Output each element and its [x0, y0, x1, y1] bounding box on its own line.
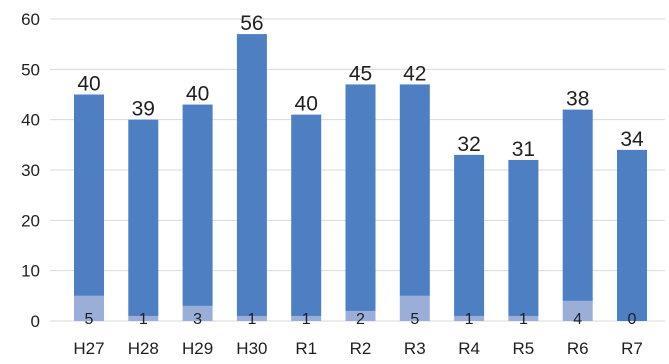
x-tick-label: R3 — [404, 339, 426, 358]
x-tick-label: H29 — [182, 339, 213, 358]
data-label-base: 4 — [573, 311, 582, 328]
data-label-base: 1 — [465, 311, 474, 328]
data-label-base: 5 — [85, 311, 94, 328]
bar-segment-base — [128, 315, 159, 321]
bar-segment-base — [399, 295, 430, 321]
data-label-main: 45 — [349, 62, 372, 85]
data-label-base: 0 — [628, 311, 637, 328]
data-label-main: 42 — [403, 62, 426, 85]
bar-segment-main — [74, 94, 104, 296]
bar-segment-main — [508, 159, 539, 316]
data-label-base: 5 — [410, 311, 419, 328]
data-label-base: 1 — [302, 311, 311, 328]
data-label-main: 40 — [295, 93, 318, 116]
x-tick-label: R2 — [350, 339, 372, 358]
y-tick-label: 10 — [21, 262, 40, 281]
bar-segment-main — [562, 109, 593, 301]
data-label-base: 3 — [193, 311, 202, 328]
x-tick-label: H27 — [73, 339, 104, 358]
bar-segment-base — [291, 315, 322, 321]
bar-segment-main — [399, 84, 430, 296]
bar-segment-base — [454, 315, 485, 321]
bar-segment-main — [182, 104, 213, 306]
bar-segment-base — [182, 305, 213, 321]
data-label-main: 56 — [240, 12, 263, 35]
y-tick-label: 60 — [21, 10, 40, 29]
y-tick-label: 40 — [21, 111, 40, 130]
bar-segment-main — [617, 149, 647, 321]
data-label-main: 40 — [186, 83, 209, 106]
y-tick-label: 0 — [31, 312, 40, 331]
x-tick-label: H28 — [128, 339, 159, 358]
bar-segment-base — [508, 315, 539, 321]
y-tick-label: 50 — [21, 60, 40, 79]
bar-segment-base — [74, 295, 104, 321]
bar-segment-main — [345, 84, 376, 311]
bar-segment-main — [236, 34, 267, 316]
x-tick-label: R7 — [621, 339, 643, 358]
x-tick-label: R5 — [513, 339, 535, 358]
data-label-base: 2 — [356, 311, 365, 328]
data-label-main: 39 — [132, 98, 155, 121]
bar-segment-main — [128, 119, 159, 316]
bar-segment-base — [562, 300, 593, 321]
x-tick-label: R4 — [458, 339, 480, 358]
data-label-main: 32 — [457, 133, 480, 156]
bar-segment-main — [291, 114, 322, 316]
bar-segment-base — [236, 315, 267, 321]
data-label-base: 1 — [139, 311, 148, 328]
x-tick-label: R6 — [567, 339, 589, 358]
y-tick-label: 20 — [21, 211, 40, 230]
y-tick-label: 30 — [21, 161, 40, 180]
data-label-main: 38 — [566, 88, 589, 111]
bar-segment-main — [454, 154, 485, 316]
bar-segment-base — [345, 310, 376, 321]
x-tick-label: H30 — [236, 339, 267, 358]
data-label-main: 31 — [512, 138, 535, 161]
data-label-main: 34 — [620, 128, 644, 151]
data-label-main: 40 — [77, 73, 100, 96]
data-label-base: 1 — [247, 311, 256, 328]
data-label-base: 1 — [519, 311, 528, 328]
x-tick-label: R1 — [295, 339, 317, 358]
